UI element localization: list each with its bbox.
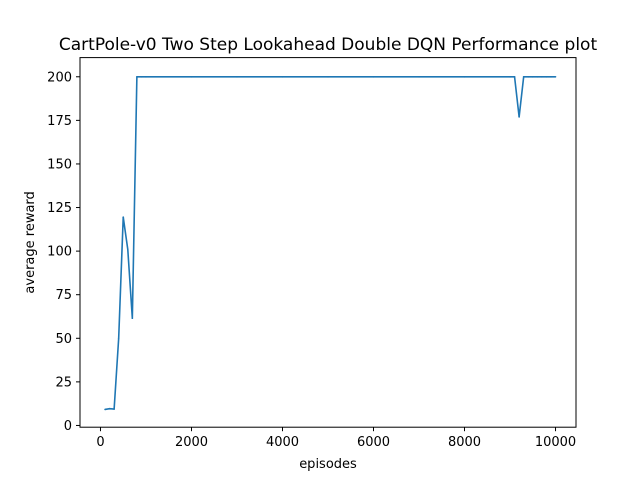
data-point xyxy=(104,408,106,411)
y-tick-label: 150 xyxy=(47,157,72,172)
data-point xyxy=(527,75,530,78)
y-axis-label: average reward xyxy=(23,191,38,293)
data-point xyxy=(122,216,125,218)
data-point xyxy=(117,337,120,340)
series-line xyxy=(104,75,556,411)
x-axis-ticks: 0 2000 4000 6000 8000 10000 xyxy=(96,427,576,450)
data-point xyxy=(136,75,138,78)
data-point xyxy=(550,75,552,78)
plot-area-frame xyxy=(79,57,577,428)
data-point xyxy=(545,75,548,78)
x-tick-label: 6000 xyxy=(357,435,390,450)
data-point xyxy=(113,408,115,410)
y-tick-label: 125 xyxy=(47,201,72,216)
y-tick-label: 200 xyxy=(47,70,72,85)
data-point xyxy=(531,75,534,78)
y-tick-label: 75 xyxy=(55,288,72,303)
series-layer xyxy=(104,75,557,411)
data-point xyxy=(190,75,193,78)
data-point xyxy=(126,248,129,251)
data-point xyxy=(418,75,420,78)
data-point xyxy=(372,75,375,78)
data-point xyxy=(522,75,525,78)
y-tick-label: 25 xyxy=(55,375,72,390)
data-point xyxy=(236,75,238,78)
data-point xyxy=(554,75,557,78)
data-point xyxy=(131,317,134,320)
chart-title: CartPole-v0 Two Step Lookahead Double DQ… xyxy=(59,35,598,55)
data-point xyxy=(140,75,143,78)
data-point xyxy=(463,75,466,78)
y-tick-label: 100 xyxy=(47,245,72,260)
x-tick-label: 8000 xyxy=(448,435,481,450)
data-point xyxy=(327,75,329,78)
x-tick-label: 4000 xyxy=(266,435,299,450)
data-point xyxy=(541,75,543,78)
data-point xyxy=(281,75,284,78)
data-point xyxy=(518,116,520,118)
data-point xyxy=(513,75,516,78)
data-point xyxy=(536,75,539,78)
y-axis-ticks: 0 25 50 75 100 125 150 175 200 xyxy=(47,70,80,434)
x-axis-label: episodes xyxy=(299,457,357,472)
y-tick-label: 50 xyxy=(55,332,72,347)
x-tick-label: 10000 xyxy=(535,435,576,450)
x-tick-label: 2000 xyxy=(175,435,208,450)
x-tick-label: 0 xyxy=(96,435,104,450)
data-point xyxy=(145,75,147,78)
y-tick-label: 0 xyxy=(64,419,72,434)
data-point xyxy=(509,75,511,78)
data-point xyxy=(108,407,111,410)
y-tick-label: 175 xyxy=(47,114,72,129)
